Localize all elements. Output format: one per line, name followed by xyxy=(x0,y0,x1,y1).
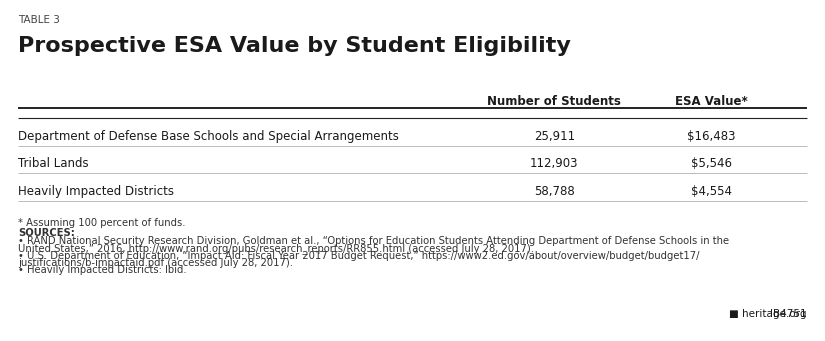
Text: * Assuming 100 percent of funds.: * Assuming 100 percent of funds. xyxy=(18,218,186,228)
Text: Tribal Lands: Tribal Lands xyxy=(18,157,89,170)
Text: 58,788: 58,788 xyxy=(534,185,575,198)
Text: ■ heritage.org: ■ heritage.org xyxy=(704,309,807,319)
Text: TABLE 3: TABLE 3 xyxy=(18,15,60,25)
Text: $4,554: $4,554 xyxy=(691,185,732,198)
Text: Prospective ESA Value by Student Eligibility: Prospective ESA Value by Student Eligibi… xyxy=(18,36,571,56)
Text: Heavily Impacted Districts: Heavily Impacted Districts xyxy=(18,185,174,198)
Text: • Heavily Impacted Districts: Ibid.: • Heavily Impacted Districts: Ibid. xyxy=(18,265,186,275)
Text: • RAND National Security Research Division, Goldman et al., “Options for Educati: • RAND National Security Research Divisi… xyxy=(18,236,729,246)
Text: $16,483: $16,483 xyxy=(687,130,735,143)
Text: Department of Defense Base Schools and Special Arrangements: Department of Defense Base Schools and S… xyxy=(18,130,399,143)
Text: $5,546: $5,546 xyxy=(691,157,732,170)
Text: 25,911: 25,911 xyxy=(534,130,575,143)
Text: Number of Students: Number of Students xyxy=(488,95,621,108)
Text: • U.S. Department of Education, “Impact Aid: Fiscal Year 2017 Budget Request,” h: • U.S. Department of Education, “Impact … xyxy=(18,251,700,261)
Text: SOURCES:: SOURCES: xyxy=(18,228,75,238)
Text: United States,” 2016, http://www.rand.org/pubs/research_reports/RR855.html (acce: United States,” 2016, http://www.rand.or… xyxy=(18,243,534,254)
Text: ESA Value*: ESA Value* xyxy=(675,95,747,108)
Text: IB4751: IB4751 xyxy=(771,309,807,319)
Text: 112,903: 112,903 xyxy=(530,157,578,170)
Text: justifications/b-impactaid.pdf (accessed July 28, 2017).: justifications/b-impactaid.pdf (accessed… xyxy=(18,258,293,268)
